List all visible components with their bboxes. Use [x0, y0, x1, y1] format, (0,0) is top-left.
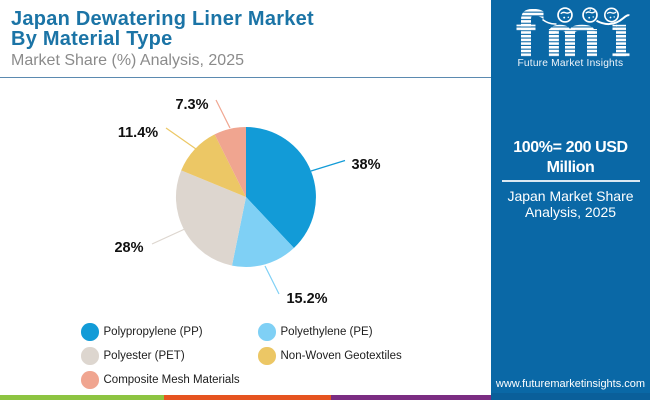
svg-text:Future Market Insights: Future Market Insights [518, 58, 624, 69]
